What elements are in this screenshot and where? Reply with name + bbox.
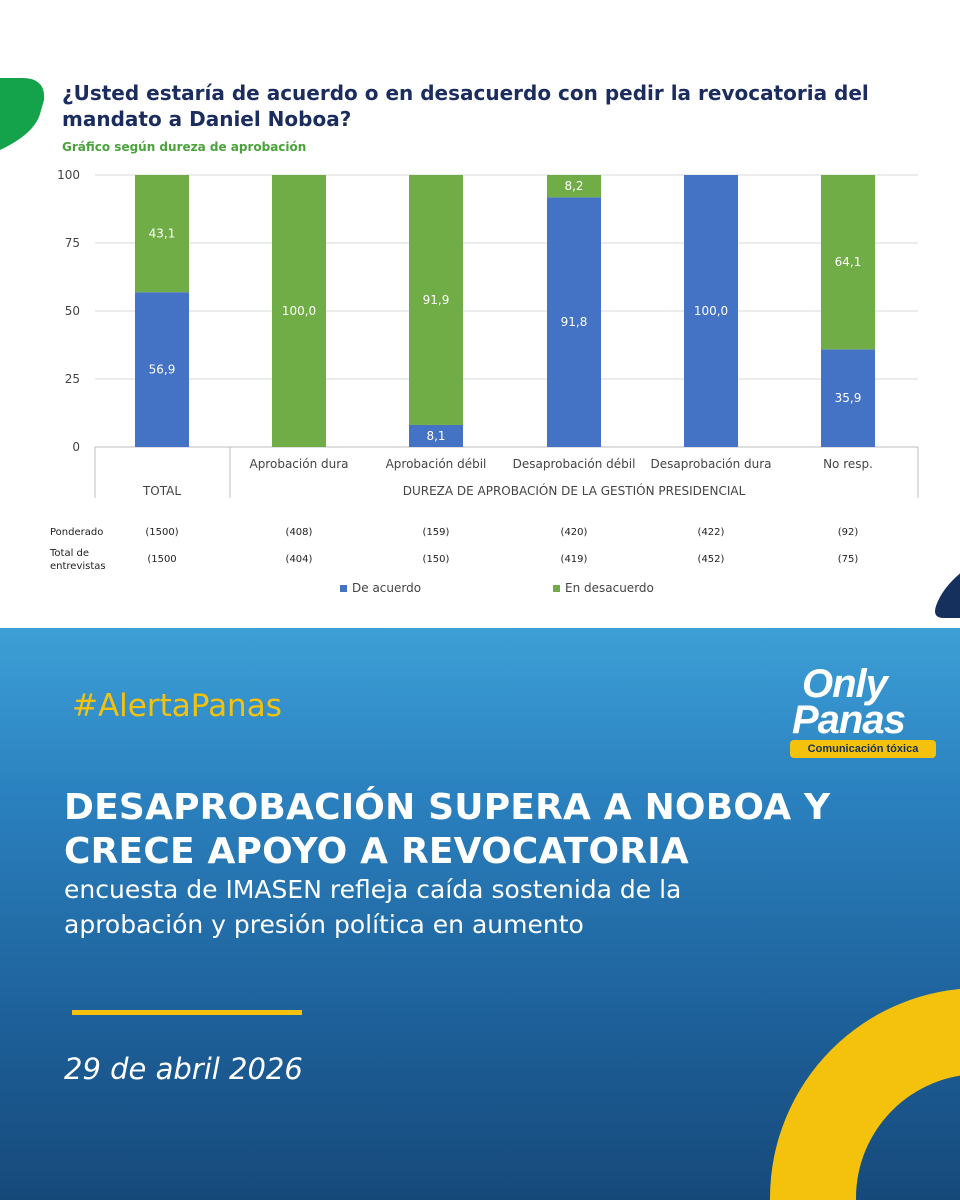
green-corner-shape	[0, 78, 45, 150]
logo-line-1: Only	[802, 662, 888, 706]
post-panel	[0, 628, 960, 1200]
table-cell: (420)	[561, 527, 588, 538]
data-label-en-desacuerdo: 91,9	[423, 293, 450, 307]
yellow-divider	[72, 1010, 302, 1015]
bar-en-desacuerdo	[821, 175, 875, 350]
y-tick-label: 0	[72, 440, 80, 454]
table-cell: (408)	[286, 527, 313, 538]
deck: encuesta de IMASEN refleja caída sosteni…	[64, 872, 681, 942]
logo-line-2: Panas	[792, 698, 906, 742]
table-cell: (75)	[838, 554, 859, 565]
legend-swatch-en-desacuerdo	[553, 585, 560, 592]
navy-corner-shape	[935, 573, 960, 618]
deck-line-1: encuesta de IMASEN refleja caída sosteni…	[64, 875, 682, 904]
data-label-en-desacuerdo: 64,1	[835, 255, 862, 269]
bar-de-acuerdo	[135, 292, 189, 447]
table-row-label: entrevistas	[50, 561, 106, 572]
table-cell: (159)	[423, 527, 450, 538]
chart-panel: ¿Usted estaría de acuerdo o en desacuerd…	[0, 78, 960, 618]
bar-en-desacuerdo	[135, 175, 189, 293]
data-label-de-acuerdo: 8,1	[426, 429, 445, 443]
bar-de-acuerdo	[821, 349, 875, 447]
hashtag: #AlertaPanas	[72, 688, 282, 724]
table-cell: (452)	[698, 554, 725, 565]
bar-de-acuerdo	[547, 197, 601, 447]
legend-label-en-desacuerdo: En desacuerdo	[565, 581, 654, 595]
data-label-de-acuerdo: 56,9	[149, 363, 176, 377]
headline-line-2: CRECE APOYO A REVOCATORIA	[64, 831, 689, 872]
table-row-label: Ponderado	[50, 527, 103, 538]
y-tick-label: 25	[65, 372, 80, 386]
x-category-label: Aprobación dura	[249, 457, 348, 471]
group-label-total: TOTAL	[142, 484, 181, 498]
group-label-dureza: DUREZA DE APROBACIÓN DE LA GESTIÓN PRESI…	[403, 483, 746, 498]
bar-de-acuerdo	[409, 424, 463, 447]
bar-en-desacuerdo	[272, 175, 326, 447]
chart-title: ¿Usted estaría de acuerdo o en desacuerd…	[62, 81, 869, 131]
bar-de-acuerdo	[684, 175, 738, 447]
yellow-arc-shape	[770, 989, 960, 1200]
legend-swatch-de-acuerdo	[340, 585, 347, 592]
data-label-en-desacuerdo: 43,1	[149, 227, 176, 241]
table-cell: (150)	[423, 554, 450, 565]
table-cell: (92)	[838, 527, 859, 538]
data-label-de-acuerdo: 100,0	[694, 304, 728, 318]
data-label-en-desacuerdo: 100,0	[282, 304, 316, 318]
table-row-label: Total de	[49, 548, 89, 559]
x-category-label: Desaprobación débil	[513, 457, 636, 471]
x-category-label: Aprobación débil	[386, 457, 487, 471]
table-cell: (419)	[561, 554, 588, 565]
y-tick-label: 50	[65, 304, 80, 318]
table-cell: (422)	[698, 527, 725, 538]
data-label-en-desacuerdo: 8,2	[564, 179, 583, 193]
post-date: 29 de abril 2026	[64, 1052, 303, 1086]
headline: DESAPROBACIÓN SUPERA A NOBOA Y CRECE APO…	[64, 786, 830, 874]
deck-line-2: aprobación y presión política en aumento	[64, 910, 584, 939]
x-category-label: No resp.	[823, 457, 873, 471]
headline-line-1: DESAPROBACIÓN SUPERA A NOBOA Y	[64, 787, 831, 828]
table-cell: (1500)	[145, 527, 178, 538]
x-category-label: Desaprobación dura	[650, 457, 771, 471]
bar-en-desacuerdo	[409, 175, 463, 425]
stacked-bar-chart: 0 25 50 75 100 56,9 43,1 100,0 Aprobación dura 8,…	[49, 168, 919, 595]
chart-subtitle: Gráfico según dureza de aprobación	[62, 140, 307, 154]
data-label-de-acuerdo: 35,9	[835, 391, 862, 405]
legend-label-de-acuerdo: De acuerdo	[352, 581, 421, 595]
logo-tagline: Comunicación tóxica	[790, 740, 936, 758]
data-label-de-acuerdo: 91,8	[561, 315, 588, 329]
y-tick-label: 100	[57, 168, 80, 182]
table-cell: (404)	[286, 554, 313, 565]
onlypanas-logo: Only Panas Comunicación tóxica	[784, 664, 940, 760]
y-tick-label: 75	[65, 236, 80, 250]
bar-en-desacuerdo	[547, 175, 601, 198]
table-cell: (1500	[147, 554, 176, 565]
